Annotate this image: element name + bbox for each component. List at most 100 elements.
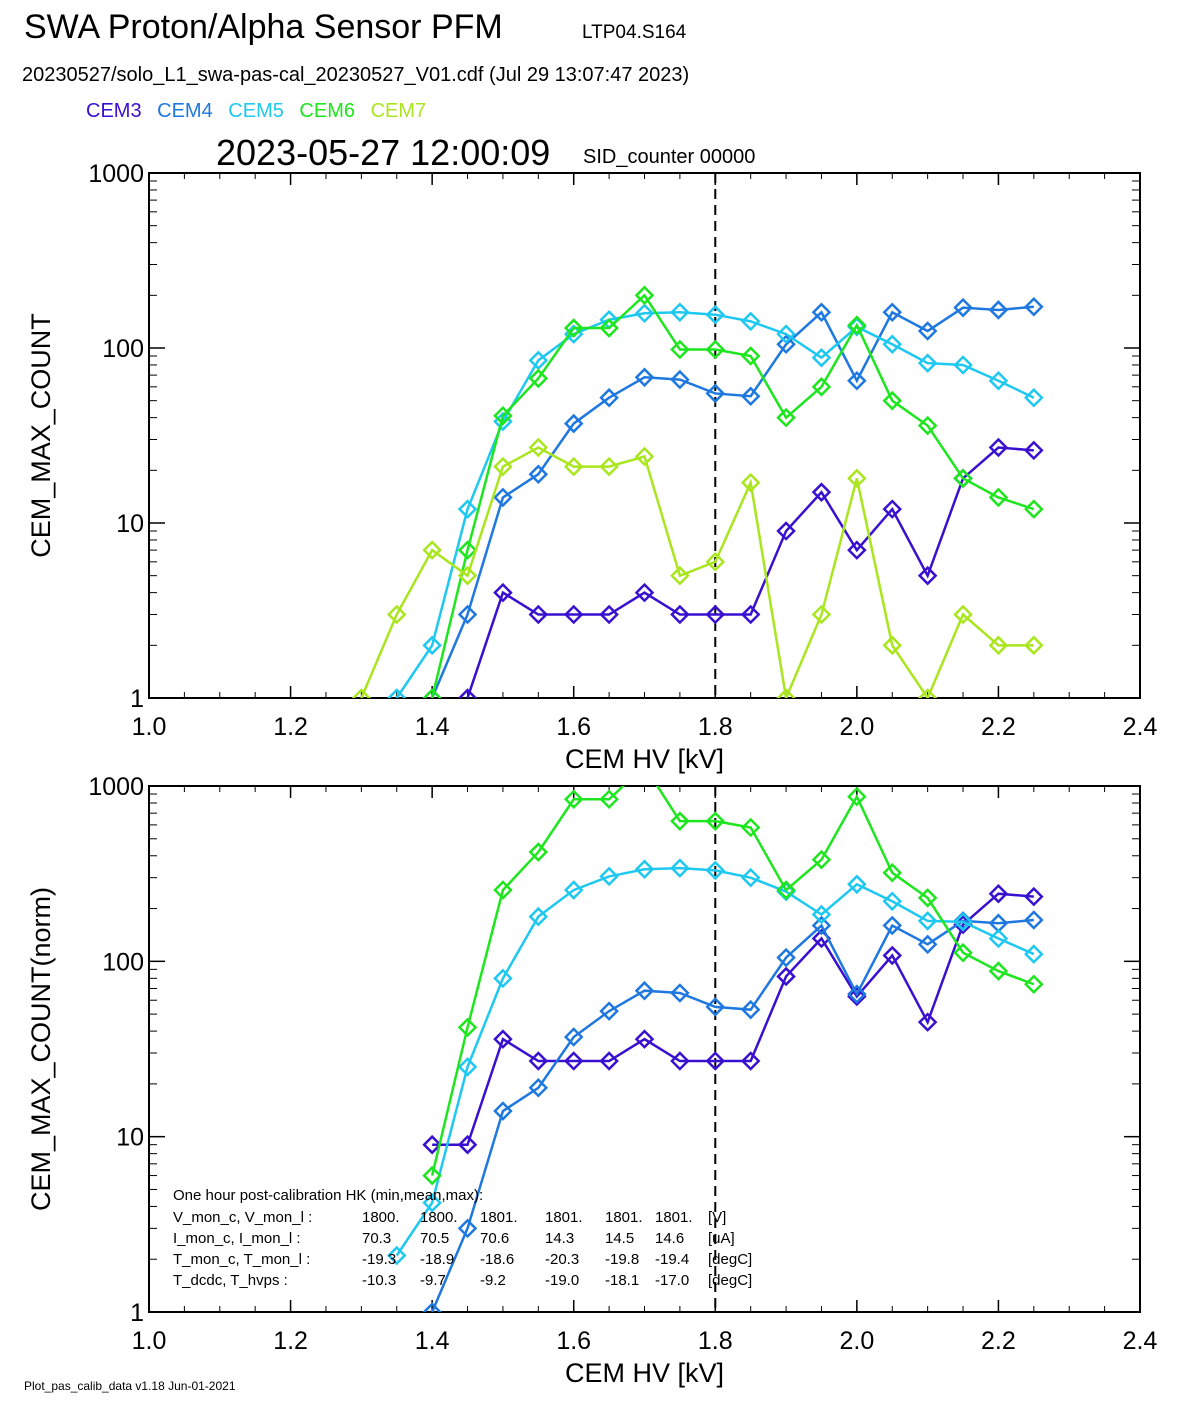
data-point-cem3 <box>493 582 513 603</box>
data-point-cem6 <box>988 961 1009 981</box>
x-tick-label: 1.0 <box>132 713 167 741</box>
hk-value: -18.1 <box>605 1272 639 1289</box>
x-axis-label: CEM HV [kV] <box>565 744 724 774</box>
data-point-cem6 <box>917 415 938 436</box>
series-line-cem7 <box>360 446 1034 698</box>
data-point-cem6 <box>670 811 690 831</box>
hk-value: -18.6 <box>480 1251 514 1268</box>
data-point-cem4 <box>493 487 513 508</box>
x-tick-label: 2.2 <box>981 713 1016 741</box>
data-point-cem4 <box>882 302 903 323</box>
legend-item-cem4: CEM4 <box>157 100 213 122</box>
data-point-cem4 <box>670 369 690 390</box>
data-point-cem6 <box>563 789 584 810</box>
data-point-cem3 <box>599 604 619 625</box>
data-point-cem4 <box>634 980 655 1001</box>
data-point-cem4 <box>917 934 938 955</box>
data-point-cem5 <box>847 874 867 895</box>
data-point-cem5 <box>493 968 513 989</box>
data-point-cem4 <box>776 334 796 355</box>
data-point-cem6 <box>740 817 761 838</box>
data-point-cem3 <box>528 604 549 625</box>
sid-counter: SID_counter 00000 <box>583 146 756 168</box>
x-tick-label: 1.8 <box>698 713 733 741</box>
data-point-cem5 <box>528 350 549 371</box>
x-tick-label: 1.6 <box>556 1327 591 1355</box>
data-point-cem3 <box>528 1051 549 1071</box>
data-point-cem5 <box>953 355 973 375</box>
data-point-cem3 <box>493 1029 513 1049</box>
data-point-cem5 <box>634 303 655 324</box>
hk-value: 14.3 <box>545 1230 574 1247</box>
data-point-cem3 <box>776 966 796 987</box>
data-point-cem7 <box>599 456 619 477</box>
data-point-cem3 <box>563 604 584 625</box>
series-line-cem4 <box>430 918 1034 1312</box>
data-point-cem5 <box>457 1057 478 1077</box>
data-point-cem5 <box>776 324 796 344</box>
legend-item-cem5: CEM5 <box>228 100 284 122</box>
data-point-cem6 <box>528 368 549 389</box>
data-point-cem7 <box>670 565 690 586</box>
data-point-cem5 <box>386 688 407 698</box>
data-point-cem5 <box>917 353 938 373</box>
data-point-cem6 <box>882 390 903 411</box>
timestamp: 2023-05-27 12:00:09 <box>216 132 551 173</box>
data-point-cem4 <box>634 367 655 388</box>
data-point-cem4 <box>776 947 796 968</box>
hk-value: 14.6 <box>655 1230 684 1247</box>
hk-unit: [uA] <box>708 1230 735 1247</box>
data-point-cem3 <box>776 521 796 541</box>
x-tick-label: 1.4 <box>415 713 450 741</box>
data-point-cem7 <box>811 604 832 625</box>
data-point-cem4 <box>599 1001 619 1021</box>
hk-value: 70.5 <box>420 1230 449 1247</box>
data-point-cem5 <box>705 304 726 325</box>
data-point-cem6 <box>422 688 442 698</box>
hk-value: 1801. <box>545 1209 583 1226</box>
data-point-cem4 <box>563 413 584 434</box>
data-point-cem7 <box>386 604 407 625</box>
data-point-cem3 <box>422 1134 442 1155</box>
file-info: 20230527/solo_L1_swa-pas-cal_20230527_V0… <box>22 64 690 86</box>
y-tick-label: 1 <box>130 1299 144 1327</box>
x-tick-label: 1.4 <box>415 1327 450 1355</box>
hk-value: 1801. <box>480 1209 518 1226</box>
data-point-cem7 <box>847 468 867 489</box>
series-group <box>386 786 1044 1312</box>
data-point-cem4 <box>705 383 726 404</box>
hk-value: 70.6 <box>480 1230 509 1247</box>
data-point-cem3 <box>705 1051 726 1071</box>
hk-value: 1801. <box>605 1209 643 1226</box>
hk-value: -19.3 <box>362 1251 396 1268</box>
x-tick-label: 2.4 <box>1123 1327 1158 1355</box>
data-point-cem4 <box>740 386 761 407</box>
y-tick-label: 10 <box>116 510 144 538</box>
data-point-cem5 <box>988 370 1009 391</box>
hk-value: 1800. <box>362 1209 400 1226</box>
data-point-cem6 <box>740 346 761 366</box>
data-point-cem6 <box>599 789 619 810</box>
series-line-cem6 <box>430 293 1035 698</box>
data-point-cem3 <box>457 1134 478 1155</box>
data-point-cem6 <box>493 405 513 426</box>
series-line-cem4 <box>430 305 1034 698</box>
series-line-cem3 <box>432 892 1034 1146</box>
hk-row-label: I_mon_c, I_mon_l : <box>173 1230 301 1247</box>
data-point-cem6 <box>882 862 903 883</box>
y-tick-label: 100 <box>102 948 144 976</box>
data-point-cem3 <box>634 1029 655 1049</box>
data-point-cem3 <box>917 1012 938 1032</box>
data-point-cem5 <box>563 880 584 900</box>
data-point-cem3 <box>457 688 478 698</box>
data-point-cem5 <box>917 911 938 931</box>
data-point-cem7 <box>528 437 549 458</box>
data-point-cem5 <box>811 904 832 925</box>
data-point-cem7 <box>882 635 903 656</box>
data-point-cem3 <box>670 604 690 625</box>
data-point-cem4 <box>599 387 619 408</box>
data-point-cem4 <box>457 604 478 625</box>
data-point-cem5 <box>740 867 761 888</box>
data-point-cem7 <box>634 446 655 467</box>
